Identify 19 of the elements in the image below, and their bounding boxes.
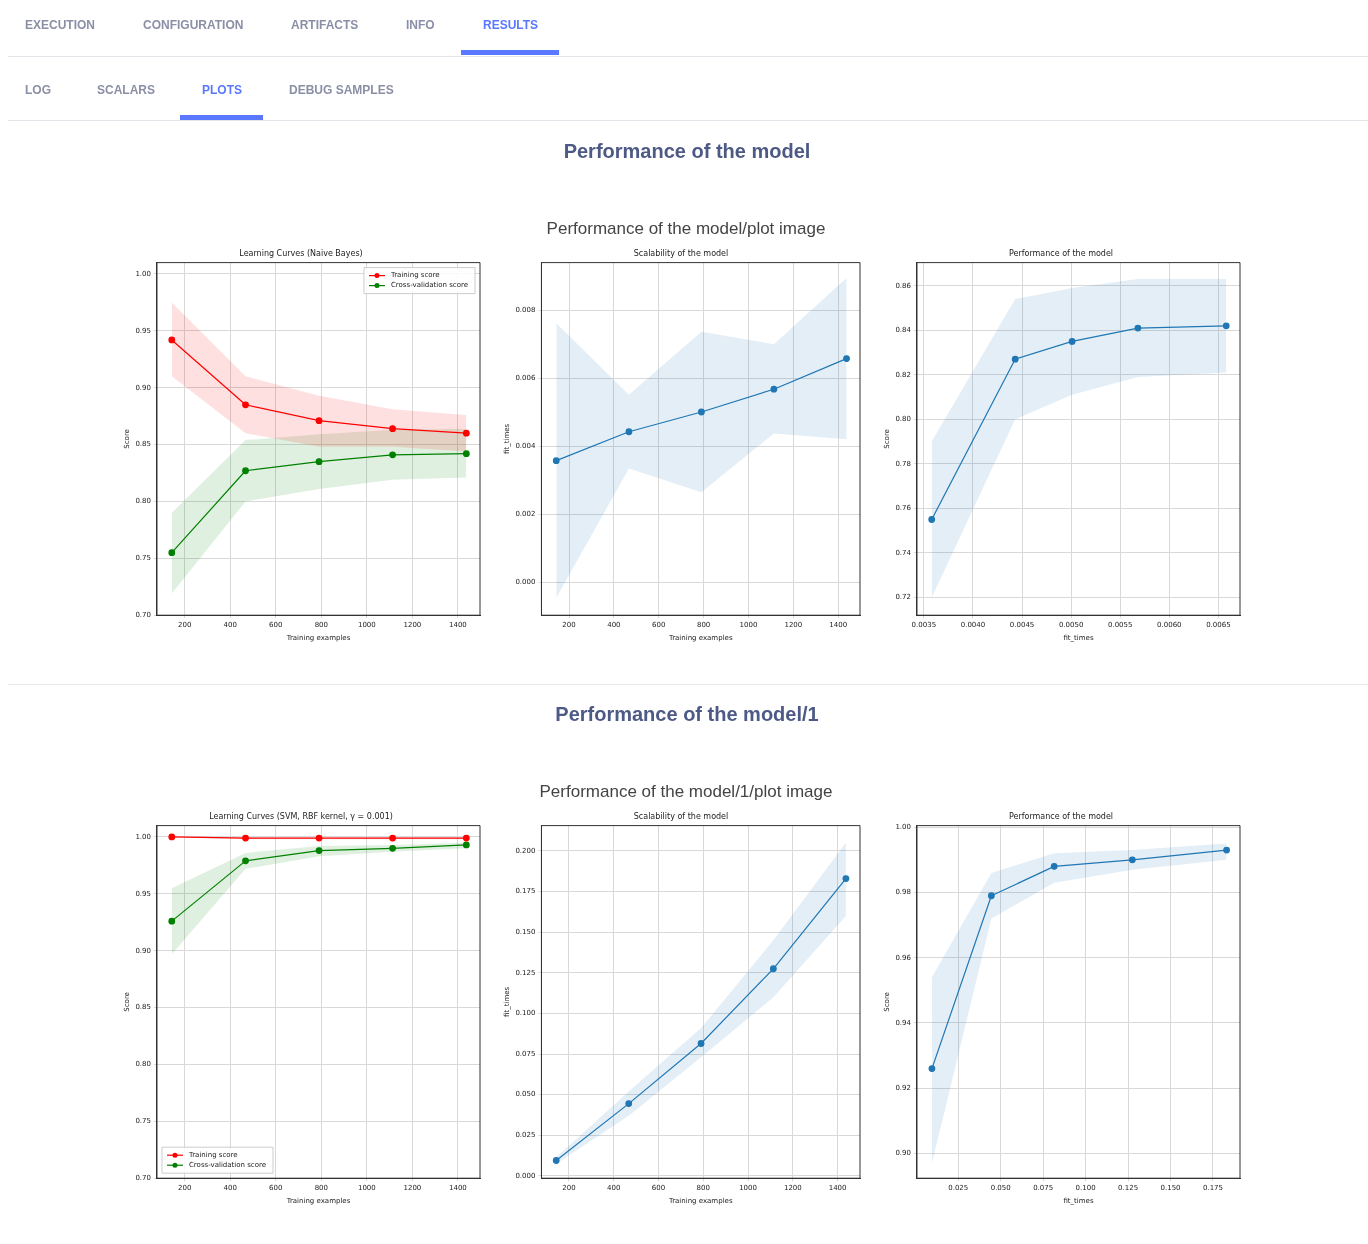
chart-title: Scalability of the model bbox=[633, 811, 729, 821]
chart-title: Performance of the model bbox=[1008, 248, 1114, 258]
chart-title: Performance of the model bbox=[1008, 811, 1114, 821]
chart-title: Scalability of the model bbox=[633, 248, 729, 258]
text: Performance of the model/plot image bbox=[545, 219, 827, 239]
text: PLOTS bbox=[202, 83, 243, 97]
text: INFO bbox=[406, 18, 435, 32]
text: Performance of the model bbox=[562, 140, 812, 163]
chart-title: Learning Curves (SVM, RBF kernel, γ = 0.001) bbox=[209, 811, 393, 821]
chart-title: Learning Curves (Naive Bayes) bbox=[239, 248, 363, 258]
text: LOG bbox=[25, 83, 51, 97]
text: Performance of the model/1 bbox=[554, 703, 820, 726]
text: SCALARS bbox=[97, 83, 156, 97]
text: Performance of the model/1/plot image bbox=[538, 782, 834, 802]
text: CONFIGURATION bbox=[143, 18, 244, 32]
text: DEBUG SAMPLES bbox=[289, 83, 394, 97]
text: ARTIFACTS bbox=[291, 18, 359, 32]
text: RESULTS bbox=[483, 18, 539, 32]
text: EXECUTION bbox=[25, 18, 96, 32]
